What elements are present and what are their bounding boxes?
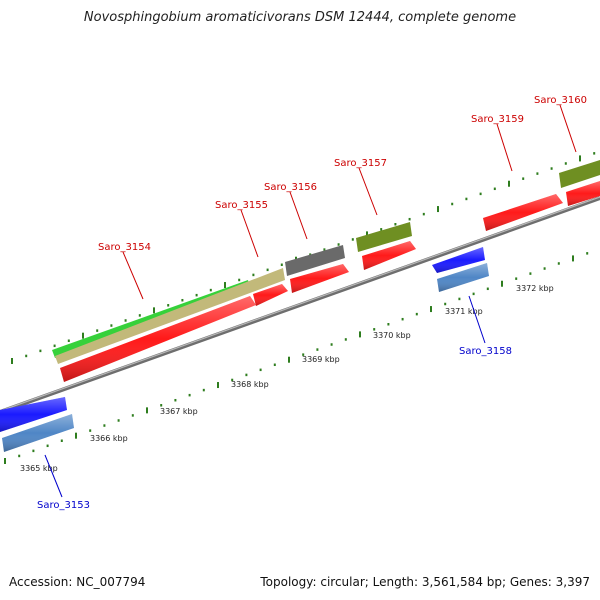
gene-label-saro-3156[interactable]: Saro_3156 (264, 182, 317, 193)
gene-label-saro-3153[interactable]: Saro_3153 (37, 500, 90, 511)
gene-label-saro-3157[interactable]: Saro_3157 (334, 158, 387, 169)
gene-labels: Saro_3153 Saro_3154 Saro_3155 Saro_3156 … (37, 95, 587, 511)
page-title: Novosphingobium aromaticivorans DSM 1244… (83, 10, 517, 25)
genome-backbone (0, 196, 600, 414)
gene-label-saro-3158[interactable]: Saro_3158 (459, 346, 512, 357)
gene-label-saro-3160[interactable]: Saro_3160 (534, 95, 587, 106)
scale-label-3369: 3369 kbp (302, 355, 340, 364)
scale-label-3367: 3367 kbp (160, 407, 198, 416)
scale-label-3371: 3371 kbp (445, 307, 483, 316)
scale-label-3370: 3370 kbp (373, 331, 411, 340)
label-leaders (44, 104, 577, 498)
gene-feature-khaki[interactable] (55, 268, 285, 364)
reverse-features (0, 247, 489, 452)
accession-text: Accession: NC_007794 (9, 575, 146, 589)
scale-label-3368: 3368 kbp (231, 380, 269, 389)
tick-row-lower (4, 252, 589, 464)
gene-feature-olive[interactable] (559, 160, 600, 188)
tick-row-upper (11, 152, 596, 364)
scale-labels: 3365 kbp 3366 kbp 3367 kbp 3368 kbp 3369… (20, 284, 554, 473)
forward-features (52, 160, 600, 382)
gene-label-saro-3159[interactable]: Saro_3159 (471, 114, 524, 125)
gene-label-saro-3154[interactable]: Saro_3154 (98, 242, 151, 253)
gene-feature-olive[interactable] (356, 222, 412, 252)
scale-label-3365: 3365 kbp (20, 464, 58, 473)
scale-label-3366: 3366 kbp (90, 434, 128, 443)
gene-feature-gray[interactable] (285, 245, 345, 276)
genome-summary-text: Topology: circular; Length: 3,561,584 bp… (260, 575, 590, 589)
scale-label-3372: 3372 kbp (516, 284, 554, 293)
gene-label-saro-3155[interactable]: Saro_3155 (215, 200, 268, 211)
